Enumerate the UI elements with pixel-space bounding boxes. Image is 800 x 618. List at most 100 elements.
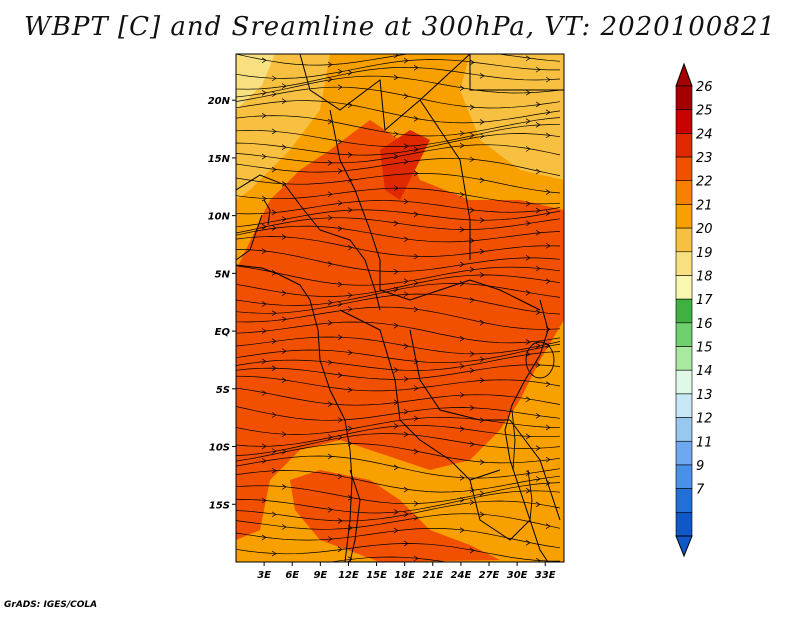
streamline-arrow	[271, 91, 277, 97]
streamline-arrow	[337, 434, 343, 441]
colorbar-label: 9	[696, 459, 704, 474]
colorbar-label: 12	[696, 412, 713, 427]
streamline-arrow	[403, 431, 409, 438]
streamline-arrow	[479, 511, 485, 518]
streamline-arrow	[261, 497, 267, 504]
lat-tick-label: 10S	[209, 443, 230, 454]
streamline	[236, 217, 561, 234]
lat-tick-label: 15N	[208, 154, 231, 165]
streamline	[236, 306, 561, 330]
colorbar-label: 11	[696, 435, 713, 450]
streamline-arrow	[545, 132, 551, 139]
streamline-arrow	[459, 191, 465, 198]
streamline-arrow	[459, 335, 465, 342]
streamline-arrow	[337, 200, 343, 206]
streamline	[236, 225, 561, 243]
streamline	[236, 236, 561, 257]
streamline-arrow	[281, 448, 287, 455]
streamline-arrow	[413, 146, 419, 153]
streamline-arrow	[261, 328, 267, 334]
streamline-arrow	[261, 195, 267, 202]
streamline	[236, 115, 561, 137]
colorbar-swatch	[675, 440, 693, 466]
streamline-arrow	[525, 220, 531, 227]
streamline-arrow	[337, 281, 343, 288]
streamline-arrow	[479, 73, 485, 79]
streamline-arrow	[271, 365, 277, 372]
streamline-arrow	[469, 487, 475, 493]
colorbar-swatch	[675, 322, 693, 347]
streamline-arrow	[337, 168, 343, 174]
streamline-arrow	[393, 423, 399, 429]
lon-tick-label: 21E	[422, 570, 443, 581]
streamline-arrow	[261, 223, 267, 230]
streamline-arrow	[535, 66, 541, 73]
streamline-arrow	[271, 269, 277, 276]
colorbar-swatch	[675, 109, 693, 134]
streamline-arrow	[327, 160, 333, 166]
streamline-arrow	[327, 320, 333, 326]
colorbar-swatch	[675, 298, 693, 324]
streamline-arrow	[535, 229, 541, 236]
colorbar-swatch	[675, 227, 693, 253]
streamline-arrow	[347, 244, 353, 251]
streamline-arrow	[535, 501, 541, 508]
streamline-arrow	[337, 84, 343, 90]
streamline-arrow	[271, 225, 277, 231]
streamline-arrow	[545, 278, 551, 285]
streamline-arrow	[479, 248, 485, 255]
streamline-arrow	[271, 166, 277, 173]
streamline	[236, 274, 561, 297]
streamline	[236, 133, 561, 156]
streamline-arrow	[535, 445, 541, 451]
streamline	[236, 416, 561, 435]
lon-tick-label: 12E	[338, 570, 359, 581]
streamline-arrow	[403, 93, 409, 100]
streamline	[236, 209, 561, 228]
colorbar-label: 16	[696, 317, 713, 332]
streamline	[236, 406, 561, 421]
streamline-arrow	[327, 506, 333, 513]
streamline-arrow	[393, 464, 399, 471]
streamline-arrow	[545, 456, 551, 463]
streamline	[236, 482, 561, 505]
lakes	[511, 341, 555, 521]
colorbar-label: 14	[696, 364, 713, 379]
streamline-arrow	[545, 189, 551, 195]
streamline-arrow	[469, 266, 475, 273]
streamline-arrow	[261, 301, 267, 307]
map-plot-area	[236, 54, 564, 562]
streamline-arrow	[281, 98, 287, 105]
streamline	[236, 424, 561, 447]
longitude-axis: 3E 6E 9E 12E 15E 18E 21E 24E 27E 30E 33E	[257, 562, 556, 581]
colorbar-swatch	[675, 512, 693, 537]
streamline	[236, 513, 561, 530]
streamline-arrow	[337, 334, 343, 341]
streamline-arrow	[327, 299, 333, 306]
streamline-arrow	[469, 367, 475, 374]
streamline-arrow	[393, 153, 399, 160]
streamline-arrow	[413, 358, 419, 365]
colorbar-label: 23	[696, 151, 713, 166]
streamline-arrow	[469, 499, 475, 506]
streamline	[236, 455, 561, 479]
streamlines	[236, 54, 561, 562]
streamline-arrow	[393, 286, 399, 293]
streamline	[236, 321, 561, 344]
streamline-arrow	[469, 59, 475, 66]
map-frame	[235, 53, 565, 563]
streamline-arrow	[413, 448, 419, 455]
streamline-arrow	[337, 417, 343, 423]
streamline-arrow	[525, 396, 531, 403]
wbpt-contour-23	[236, 120, 564, 540]
colorbar: 26 25 24 23 22 21 20 19 18 17 16 15 14 13 12 11 9 7	[675, 62, 713, 558]
streamline	[236, 470, 561, 493]
streamline-arrow	[393, 268, 399, 275]
streamline	[236, 75, 561, 98]
streamline-arrow	[393, 367, 399, 373]
streamline-arrow	[393, 220, 399, 227]
streamline-arrow	[469, 104, 475, 111]
streamline-arrow	[545, 381, 551, 387]
streamline	[236, 500, 561, 522]
streamline-arrow	[347, 152, 353, 158]
